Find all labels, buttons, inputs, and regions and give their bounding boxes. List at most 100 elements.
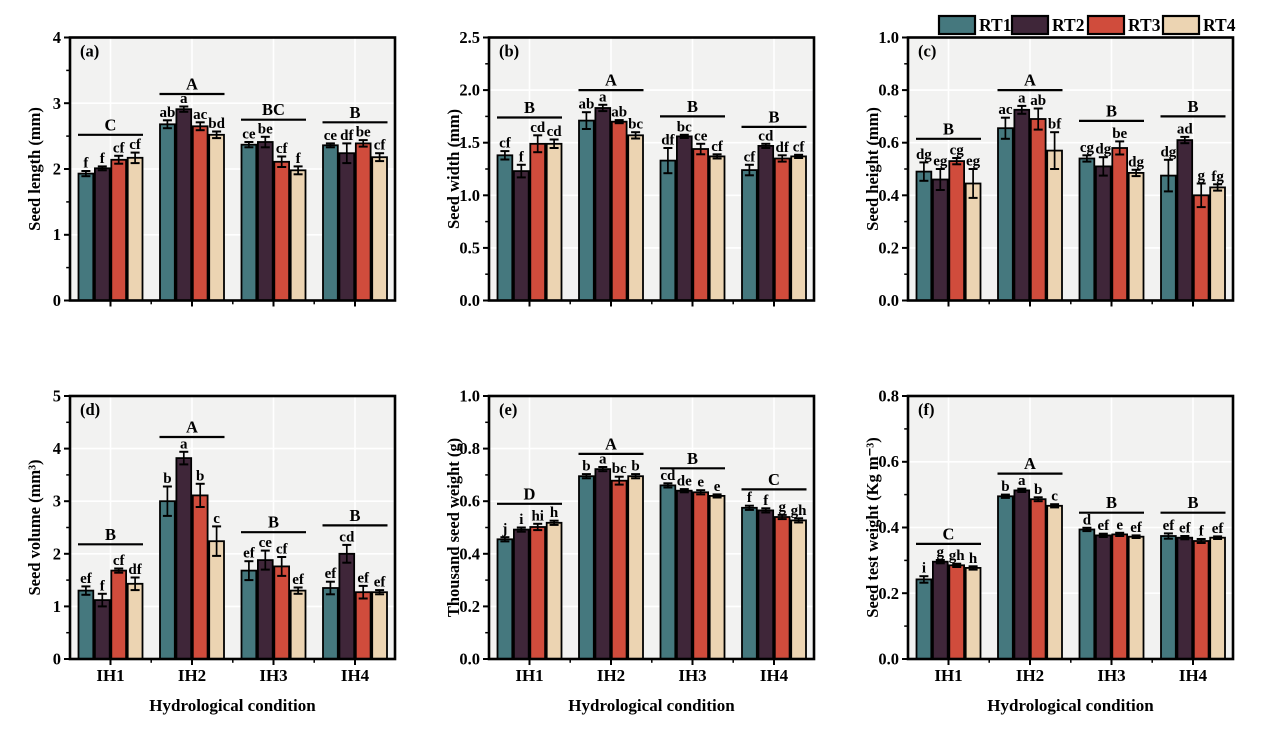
svg-text:3: 3 bbox=[53, 492, 61, 511]
svg-text:c: c bbox=[213, 511, 220, 527]
svg-text:f: f bbox=[747, 490, 753, 506]
svg-text:a: a bbox=[180, 436, 188, 452]
svg-text:df: df bbox=[128, 562, 142, 578]
svg-text:0.8: 0.8 bbox=[459, 439, 480, 458]
svg-text:cf: cf bbox=[374, 138, 387, 154]
svg-text:a: a bbox=[599, 89, 607, 105]
svg-text:b: b bbox=[163, 471, 171, 487]
svg-text:0.6: 0.6 bbox=[878, 452, 899, 471]
svg-text:1: 1 bbox=[53, 225, 61, 244]
svg-text:ce: ce bbox=[694, 128, 708, 144]
svg-text:ef: ef bbox=[243, 546, 256, 562]
svg-text:Seed length (mm): Seed length (mm) bbox=[25, 107, 44, 231]
svg-text:a: a bbox=[1018, 90, 1026, 106]
svg-text:RT1: RT1 bbox=[979, 15, 1011, 35]
svg-text:A: A bbox=[605, 71, 617, 90]
svg-text:f: f bbox=[83, 156, 89, 172]
svg-text:bc: bc bbox=[628, 117, 643, 133]
svg-text:A: A bbox=[1024, 454, 1036, 473]
svg-text:g: g bbox=[778, 499, 786, 515]
svg-text:ac: ac bbox=[193, 107, 208, 123]
svg-text:2.0: 2.0 bbox=[459, 81, 480, 100]
svg-text:B: B bbox=[1106, 101, 1117, 120]
svg-text:a: a bbox=[180, 91, 188, 107]
svg-text:0.2: 0.2 bbox=[878, 584, 899, 603]
svg-text:ef: ef bbox=[1130, 520, 1143, 536]
svg-text:1.5: 1.5 bbox=[459, 133, 480, 152]
svg-text:0.0: 0.0 bbox=[878, 650, 899, 669]
svg-text:cf: cf bbox=[499, 136, 512, 152]
svg-text:IH1: IH1 bbox=[96, 666, 124, 685]
svg-text:ce: ce bbox=[324, 128, 338, 144]
svg-text:dg: dg bbox=[1128, 154, 1144, 170]
svg-text:B: B bbox=[687, 449, 698, 468]
svg-text:f: f bbox=[100, 578, 106, 594]
svg-text:IH3: IH3 bbox=[1097, 666, 1125, 685]
svg-text:D: D bbox=[524, 484, 536, 503]
svg-text:be: be bbox=[258, 121, 273, 137]
svg-text:e: e bbox=[1116, 517, 1123, 533]
svg-text:ef: ef bbox=[80, 571, 93, 587]
svg-text:C: C bbox=[768, 470, 780, 489]
svg-text:f: f bbox=[100, 151, 106, 167]
svg-text:cg: cg bbox=[950, 143, 965, 159]
svg-text:gh: gh bbox=[791, 503, 808, 519]
svg-text:B: B bbox=[768, 107, 779, 126]
svg-text:b: b bbox=[582, 459, 590, 475]
svg-text:A: A bbox=[186, 418, 198, 437]
svg-text:ef: ef bbox=[1097, 518, 1110, 534]
svg-text:1: 1 bbox=[53, 597, 61, 616]
svg-text:g: g bbox=[937, 545, 945, 561]
svg-text:Hydrological condition: Hydrological condition bbox=[987, 696, 1154, 715]
svg-text:IH2: IH2 bbox=[597, 666, 625, 685]
svg-text:be: be bbox=[356, 125, 371, 141]
svg-text:b: b bbox=[1034, 482, 1042, 498]
svg-text:2: 2 bbox=[53, 544, 61, 563]
svg-text:ef: ef bbox=[292, 572, 305, 588]
svg-text:cg: cg bbox=[1080, 140, 1095, 156]
svg-text:ce: ce bbox=[259, 535, 273, 551]
svg-text:cd: cd bbox=[660, 468, 676, 484]
svg-text:dg: dg bbox=[1095, 142, 1111, 158]
svg-text:h: h bbox=[550, 505, 559, 521]
svg-text:cd: cd bbox=[339, 529, 355, 545]
svg-text:fg: fg bbox=[1211, 169, 1224, 185]
svg-text:B: B bbox=[105, 525, 116, 544]
svg-text:cf: cf bbox=[276, 542, 289, 558]
svg-text:Seed test weight (Kg m⁻³): Seed test weight (Kg m⁻³) bbox=[863, 437, 882, 617]
svg-text:b: b bbox=[1001, 479, 1009, 495]
svg-text:2: 2 bbox=[53, 160, 61, 179]
svg-text:C: C bbox=[943, 524, 955, 543]
svg-text:be: be bbox=[1112, 126, 1127, 142]
svg-text:g: g bbox=[1197, 168, 1205, 184]
svg-text:dg: dg bbox=[916, 147, 932, 163]
svg-text:RT3: RT3 bbox=[1128, 15, 1161, 35]
svg-text:IH3: IH3 bbox=[259, 666, 287, 685]
svg-text:0.6: 0.6 bbox=[878, 133, 899, 152]
svg-text:0.4: 0.4 bbox=[459, 544, 480, 563]
svg-text:RT2: RT2 bbox=[1052, 15, 1084, 35]
svg-text:0.6: 0.6 bbox=[459, 492, 480, 511]
svg-text:eg: eg bbox=[966, 154, 981, 170]
svg-text:0.8: 0.8 bbox=[878, 81, 899, 100]
svg-text:B: B bbox=[268, 513, 279, 532]
svg-text:a: a bbox=[1018, 473, 1026, 489]
svg-text:Seed width (mm): Seed width (mm) bbox=[444, 109, 463, 229]
svg-text:0.2: 0.2 bbox=[878, 238, 899, 257]
svg-text:ef: ef bbox=[1163, 518, 1176, 534]
svg-text:ad: ad bbox=[1177, 121, 1194, 137]
svg-text:A: A bbox=[186, 75, 198, 94]
svg-text:B: B bbox=[349, 506, 360, 525]
svg-text:B: B bbox=[1106, 493, 1117, 512]
svg-text:B: B bbox=[1187, 97, 1198, 116]
svg-text:ab: ab bbox=[611, 105, 627, 121]
svg-text:cd: cd bbox=[547, 124, 563, 140]
svg-text:ef: ef bbox=[357, 570, 370, 586]
svg-text:ef: ef bbox=[374, 575, 387, 591]
svg-text:eg: eg bbox=[933, 154, 948, 170]
svg-text:(d): (d) bbox=[80, 400, 100, 419]
svg-text:cf: cf bbox=[129, 137, 142, 153]
svg-text:B: B bbox=[1187, 493, 1198, 512]
svg-text:f: f bbox=[296, 151, 302, 167]
svg-text:3: 3 bbox=[53, 94, 61, 113]
